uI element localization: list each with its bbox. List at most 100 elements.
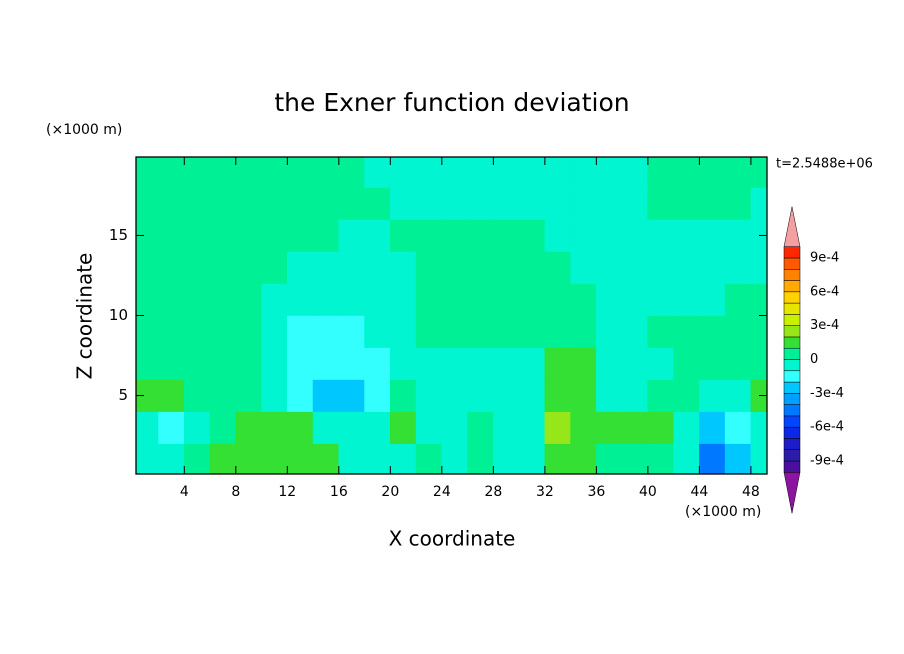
contour-cell [287,347,314,380]
colorbar-box [783,381,801,394]
contour-cell [699,187,726,220]
contour-cell [364,187,391,220]
colorbar-label: 3e-4 [810,318,839,333]
contour-cell [673,347,700,380]
colorbar-box [783,302,801,315]
contour-cell [338,283,365,316]
contour-cell [699,411,726,444]
time-annotation: t=2.5488e+06 [776,157,873,172]
contour-cell [287,156,314,188]
contour-cell [364,411,391,444]
contour-cell [183,315,211,348]
contour-cell [570,283,597,316]
contour-cell [621,347,649,380]
colorbar-label: 0 [810,352,818,367]
contour-cell [441,283,468,316]
contour-cell [647,251,674,284]
contour-cell [158,347,185,380]
contour-cell [724,379,752,412]
contour-cell [750,443,768,475]
contour-cell [287,411,314,444]
contour-cell [596,156,623,188]
contour-cell [596,379,623,412]
contour-cell [209,219,237,252]
colorbar-box [783,438,801,450]
y-tick-label: 5 [118,386,128,404]
x-tick-label: 32 [536,484,554,500]
contour-cell [390,443,417,475]
contour-cell [673,187,700,220]
contour-cell [312,443,340,475]
contour-cell [287,219,314,252]
contour-cell [338,443,365,475]
contour-cell [621,219,649,252]
contour-cell [596,347,623,380]
contour-cell [544,187,571,220]
contour-cell [493,315,520,348]
contour-cell [338,251,365,284]
contour-cell [183,443,211,475]
colorbar-box [783,359,801,372]
contour-cell [135,187,159,220]
contour-cell [493,219,520,252]
contour-cell [235,156,262,188]
colorbar-label: -9e-4 [810,454,844,469]
contour-cell [518,443,546,475]
colorbar-box [783,325,801,338]
colorbar-label: -3e-4 [810,386,844,401]
contour-cell [621,156,649,188]
contour-cell [518,283,546,316]
contour-cell [312,219,340,252]
contour-cell [338,219,365,252]
contour-cell [390,347,417,380]
contour-cell [724,156,752,188]
contour-cell [647,315,674,348]
contour-cell [183,156,211,188]
contour-cell [287,283,314,316]
contour-cell [209,379,237,412]
contour-cell [235,219,262,252]
colorbar-box [783,460,801,473]
contour-cell [750,347,768,380]
contour-cell [570,443,597,475]
contour-cell [596,315,623,348]
contour-cell [441,187,468,220]
contour-cell [135,411,159,444]
colorbar-label: -6e-4 [810,420,844,435]
contour-cell [158,379,185,412]
colorbar-box [783,336,801,349]
contour-cell [183,283,211,316]
contour-cell [724,283,752,316]
contour-cell [621,379,649,412]
contour-cell [158,315,185,348]
colorbar-box [783,404,801,417]
contour-cell [338,347,365,380]
contour-cell [570,411,597,444]
contour-cell [518,379,546,412]
contour-cell [544,347,571,380]
y-tick-label: 10 [109,306,128,324]
contour-cell [724,187,752,220]
contour-cell [135,443,159,475]
contour-cell [544,219,571,252]
contour-cell [724,443,752,475]
contour-cell [312,315,340,348]
contour-cell [158,411,185,444]
contour-cell [570,315,597,348]
contour-cell [647,347,674,380]
contour-cell [235,411,262,444]
contour-cell [415,379,443,412]
contour-cell [390,251,417,284]
contour-cell [390,411,417,444]
contour-cell [518,251,546,284]
contour-cell [287,251,314,284]
contour-cell [209,187,237,220]
contour-cell [750,283,768,316]
x-tick-label: 8 [231,484,240,500]
contour-cell [390,187,417,220]
contour-cell [338,315,365,348]
contour-cell [493,411,520,444]
contour-cell [209,283,237,316]
contour-cell [518,347,546,380]
